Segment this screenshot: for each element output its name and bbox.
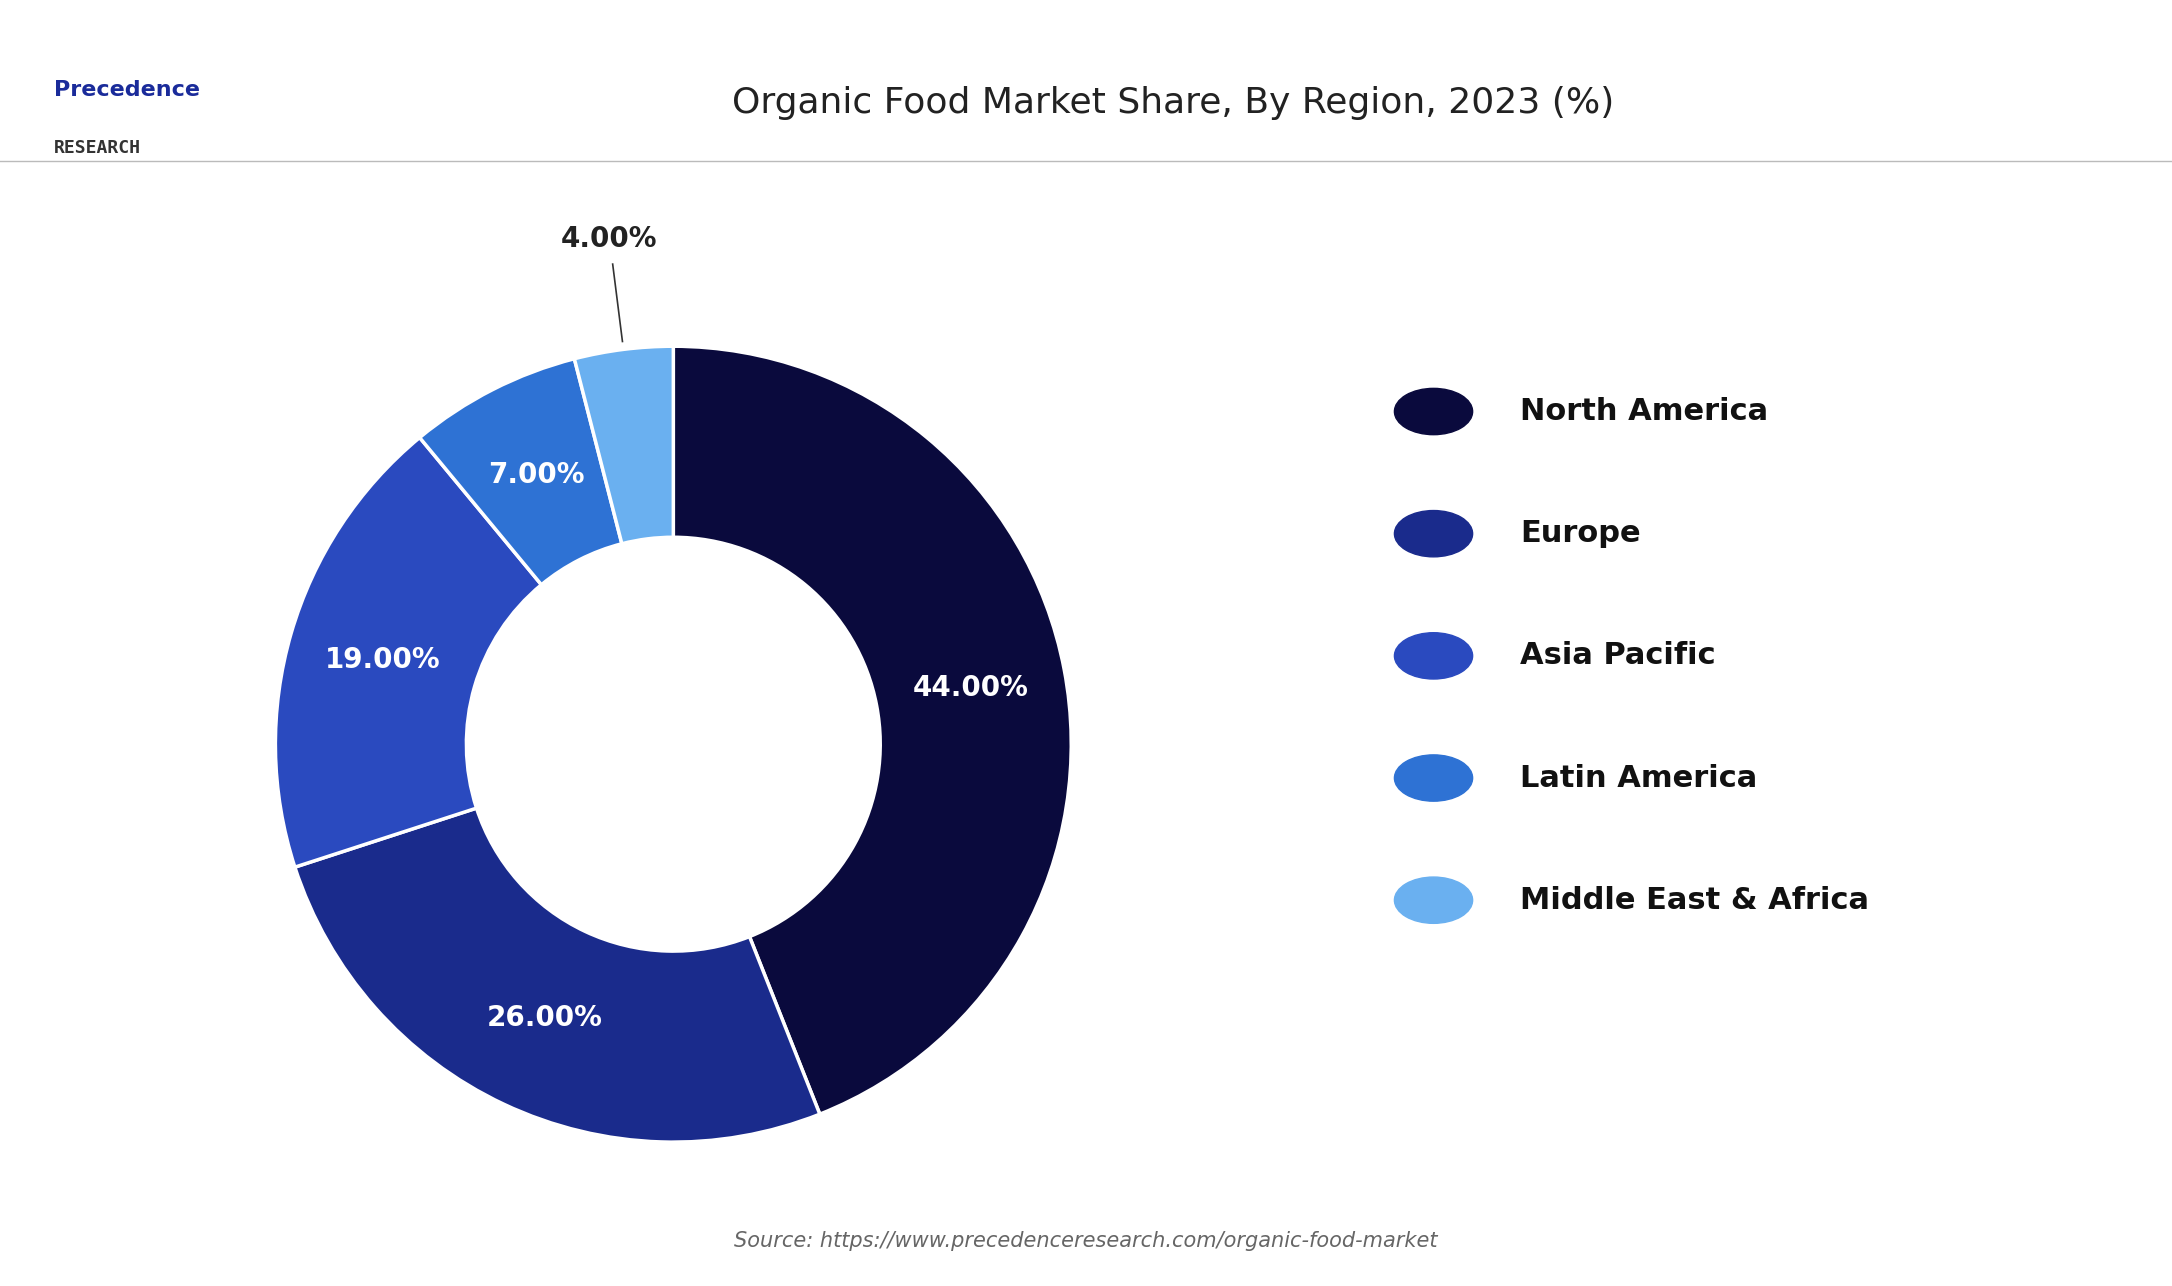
Text: 44.00%: 44.00% <box>912 674 1027 701</box>
Text: 7.00%: 7.00% <box>489 460 584 489</box>
Wedge shape <box>276 437 541 867</box>
Text: Europe: Europe <box>1520 520 1642 548</box>
Text: Asia Pacific: Asia Pacific <box>1520 642 1716 670</box>
Text: Latin America: Latin America <box>1520 764 1757 792</box>
Wedge shape <box>673 346 1071 1114</box>
Text: 26.00%: 26.00% <box>487 1004 602 1031</box>
Wedge shape <box>295 808 819 1142</box>
Text: North America: North America <box>1520 397 1768 426</box>
Circle shape <box>467 538 880 952</box>
Text: Middle East & Africa: Middle East & Africa <box>1520 886 1870 914</box>
Wedge shape <box>419 359 621 585</box>
Text: RESEARCH: RESEARCH <box>54 139 141 157</box>
Text: 4.00%: 4.00% <box>560 225 658 253</box>
Text: Precedence: Precedence <box>54 80 200 100</box>
Text: 19.00%: 19.00% <box>326 646 441 674</box>
Wedge shape <box>573 346 673 544</box>
Text: Organic Food Market Share, By Region, 2023 (%): Organic Food Market Share, By Region, 20… <box>732 86 1614 120</box>
Text: Source: https://www.precedenceresearch.com/organic-food-market: Source: https://www.precedenceresearch.c… <box>734 1231 1438 1251</box>
